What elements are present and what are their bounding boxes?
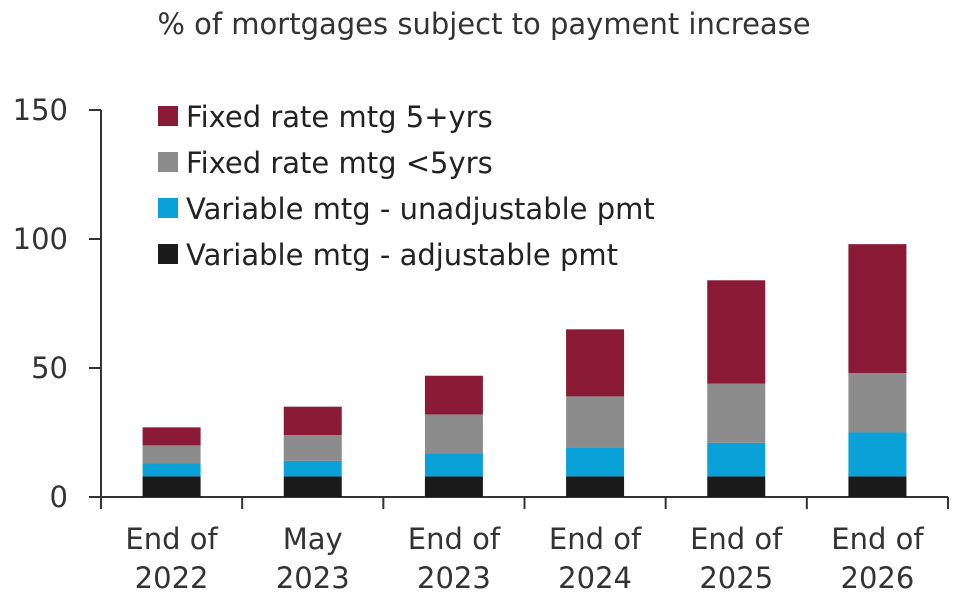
legend-swatch (158, 198, 178, 218)
x-category-label: End of (125, 522, 218, 556)
x-category-label: 2025 (699, 561, 773, 595)
bar-segment (566, 476, 625, 497)
legend: Fixed rate mtg 5+yrs Fixed rate mtg <5yrs… (158, 100, 655, 272)
legend-label: Fixed rate mtg <5yrs (186, 146, 493, 180)
bar-segment (424, 414, 483, 454)
bar-segment (707, 280, 766, 384)
bar-segment (424, 453, 483, 477)
x-category-label: 2026 (841, 561, 915, 595)
legend-swatch (158, 244, 178, 264)
bar-segment (142, 463, 201, 477)
y-tick-label: 100 (13, 222, 68, 256)
x-category-label: 2024 (558, 561, 632, 595)
legend-swatch (158, 106, 178, 126)
x-category-label: End of (549, 522, 642, 556)
axes: 0 50 100 150 End of 2022 May 2023 End of 2023 End … (13, 93, 949, 595)
bar-segment (142, 476, 201, 497)
legend-label: Fixed rate mtg 5+yrs (186, 100, 493, 134)
x-category-label: 2023 (276, 561, 350, 595)
legend-label: Variable mtg - unadjustable pmt (186, 192, 655, 226)
bar-segment (707, 383, 766, 443)
bar-segment (283, 406, 342, 436)
bar-segment (283, 460, 342, 477)
bar-segment (424, 476, 483, 497)
y-tick-label: 0 (50, 480, 68, 514)
bar-segment (283, 435, 342, 461)
bar-segment (283, 476, 342, 497)
x-category-label: 2022 (135, 561, 209, 595)
x-category-label: End of (690, 522, 783, 556)
bar-segment (566, 396, 625, 448)
bar-segment (848, 244, 907, 374)
chart-title: % of mortgages subject to payment increa… (157, 7, 810, 41)
bar-segment (707, 476, 766, 497)
bar-segment (142, 445, 201, 464)
bar-segment (707, 442, 766, 477)
x-category-label: May (283, 522, 343, 556)
legend-label: Variable mtg - adjustable pmt (186, 238, 618, 272)
bar-segment (848, 476, 907, 497)
legend-swatch (158, 152, 178, 172)
bar-segment (566, 329, 625, 397)
y-tick-label: 50 (31, 351, 68, 385)
x-category-label: End of (408, 522, 501, 556)
bar-segment (848, 373, 907, 433)
x-category-label: End of (831, 522, 924, 556)
bar-segment (566, 447, 625, 477)
bar-segment (848, 432, 907, 477)
x-category-label: 2023 (417, 561, 491, 595)
y-tick-label: 150 (13, 93, 68, 127)
bar-segment (142, 427, 201, 446)
bars (142, 244, 907, 497)
bar-segment (424, 375, 483, 415)
